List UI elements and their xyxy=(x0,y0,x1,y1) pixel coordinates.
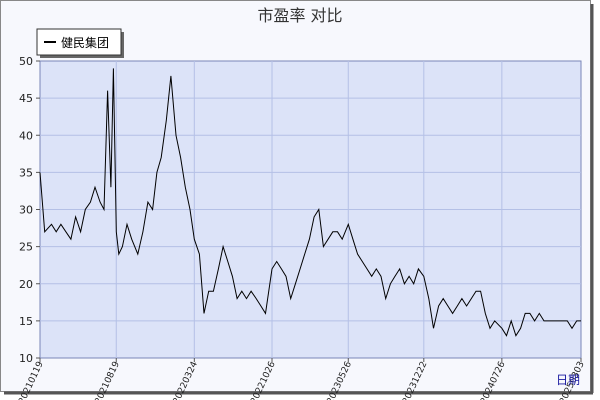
y-tick-label: 45 xyxy=(19,92,33,105)
y-tick-label: 50 xyxy=(19,55,33,68)
series-line-jianmin-group xyxy=(39,68,581,337)
y-tick-label: 40 xyxy=(19,129,33,142)
y-tick-label: 35 xyxy=(19,166,33,179)
legend: 健民集团 xyxy=(36,28,124,58)
y-tick-label: 20 xyxy=(19,278,33,291)
y-axis-ticks: 10 15 20 25 30 35 40 45 50 xyxy=(19,55,40,365)
legend-entry-label: 健民集团 xyxy=(61,35,109,50)
y-tick-label: 10 xyxy=(19,352,33,365)
y-tick-label: 30 xyxy=(19,204,33,217)
x-axis-label: 日期 xyxy=(556,373,580,387)
y-tick-label: 15 xyxy=(19,315,33,328)
y-tick-label: 25 xyxy=(19,241,33,254)
grid-lines xyxy=(40,61,581,358)
chart-title: 市盈率 对比 xyxy=(257,6,342,25)
